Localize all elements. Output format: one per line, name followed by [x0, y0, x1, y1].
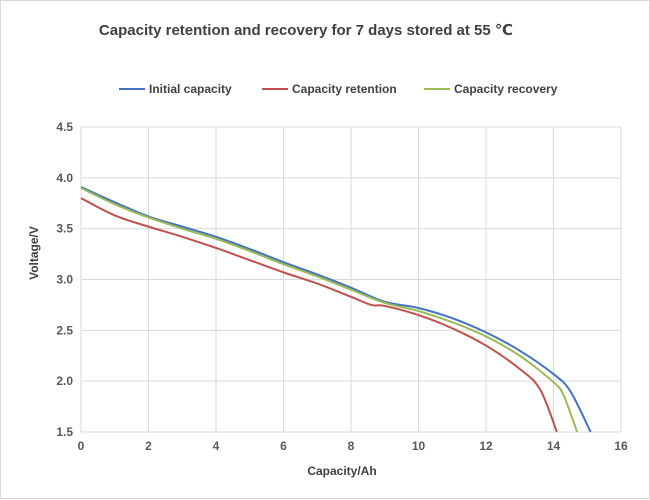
- legend: Initial capacity Capacity retention Capaci…: [119, 82, 558, 96]
- y-axis-label: Voltage/V: [27, 226, 41, 280]
- series-line-initial-capacity: [80, 186, 592, 433]
- gridlines: [80, 126, 622, 433]
- y-tick-label: 2.5: [56, 323, 73, 337]
- x-tick-label: 4: [213, 439, 220, 453]
- legend-item-initial-capacity: Initial capacity: [119, 82, 232, 96]
- y-tick-label: 1.5: [56, 425, 73, 439]
- x-tick-label: 6: [280, 439, 287, 453]
- x-tick-label: 0: [78, 439, 85, 453]
- legend-label: Capacity retention: [292, 82, 397, 96]
- legend-label: Initial capacity: [149, 82, 232, 96]
- series-line-capacity-recovery: [80, 187, 579, 433]
- x-axis-label: Capacity/Ah: [307, 464, 376, 478]
- y-tick-label: 4.0: [56, 171, 73, 185]
- x-tick-label: 12: [479, 439, 493, 453]
- y-tick-label: 4.5: [56, 120, 73, 134]
- axes: 0 2 4 6 8 10 12 14 16 1.5 2.0 2.5 3.0 3.5 4.0 4.5: [56, 120, 628, 453]
- legend-label: Capacity recovery: [454, 82, 558, 96]
- x-tick-label: 14: [547, 439, 561, 453]
- series-lines: [80, 186, 592, 433]
- chart-title: Capacity retention and recovery for 7 da…: [99, 22, 513, 39]
- legend-item-capacity-retention: Capacity retention: [262, 82, 397, 96]
- legend-item-capacity-recovery: Capacity recovery: [424, 82, 558, 96]
- x-tick-label: 10: [412, 439, 426, 453]
- y-tick-label: 3.0: [56, 273, 73, 287]
- y-tick-label: 3.5: [56, 222, 73, 236]
- series-line-capacity-retention: [80, 197, 558, 433]
- x-tick-label: 2: [145, 439, 152, 453]
- x-tick-label: 16: [614, 439, 628, 453]
- x-tick-label: 8: [348, 439, 355, 453]
- y-tick-label: 2.0: [56, 374, 73, 388]
